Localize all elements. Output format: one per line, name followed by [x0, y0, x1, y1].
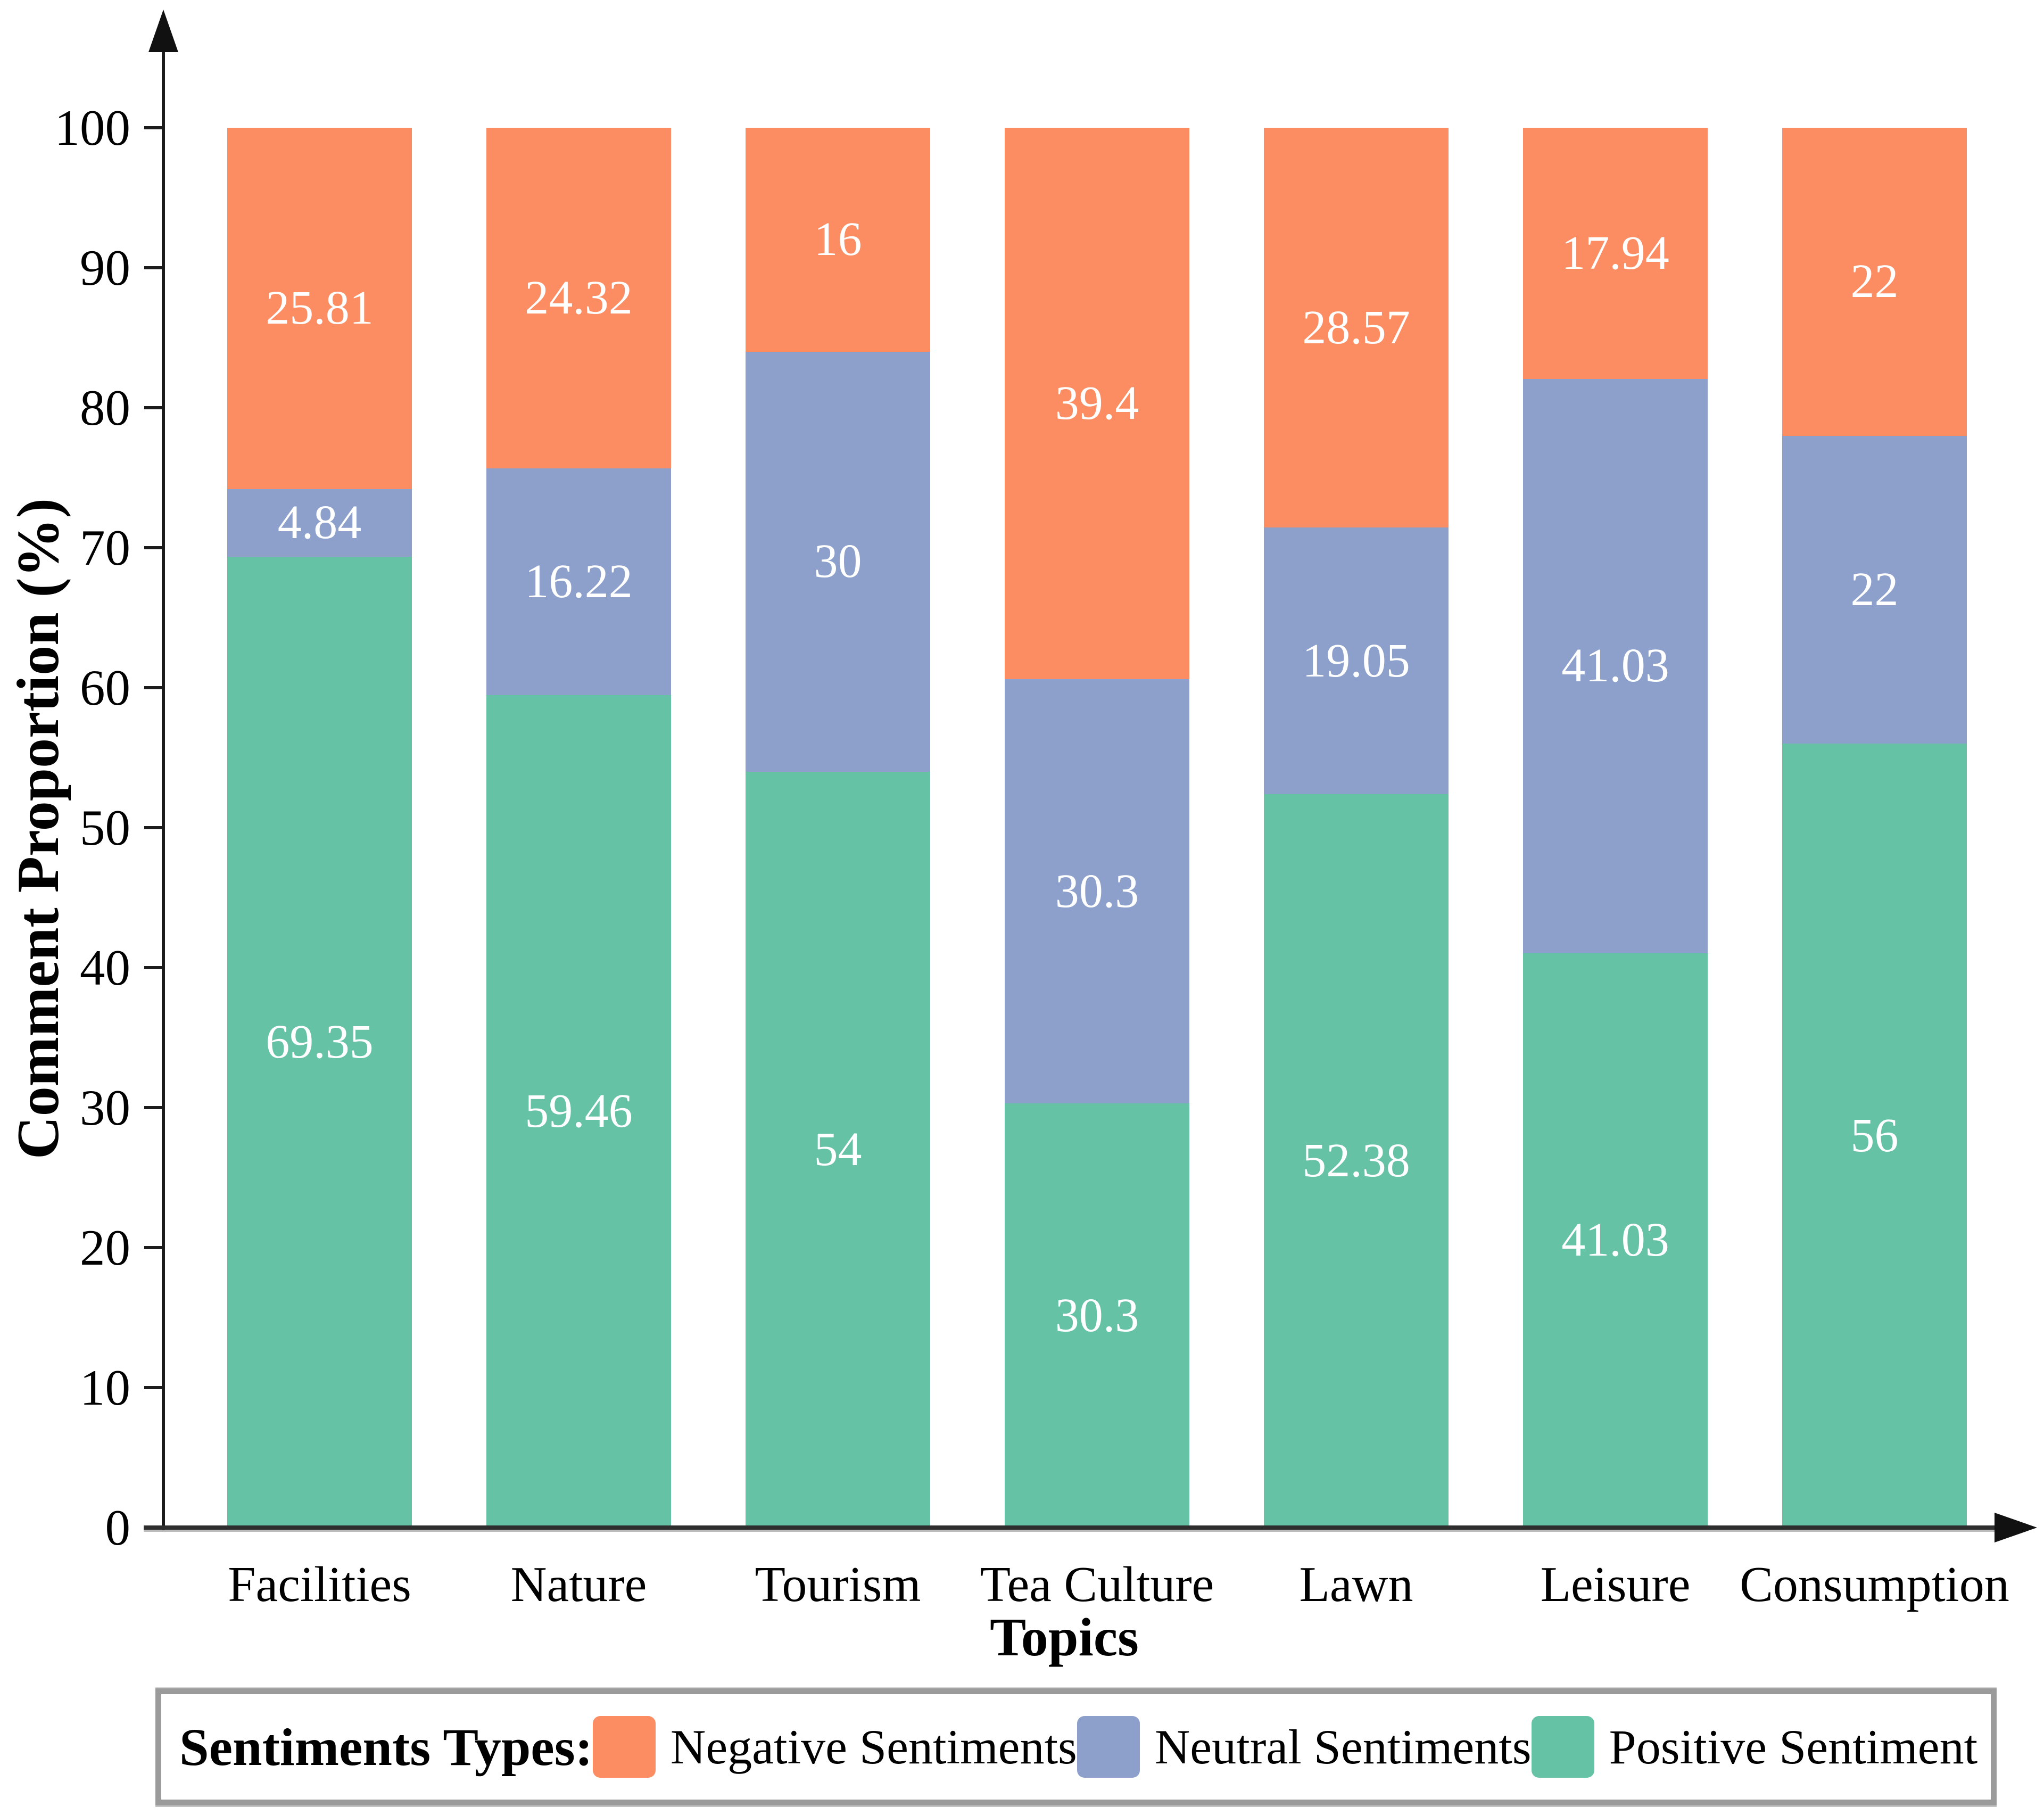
- x-axis-title: Topics: [990, 1607, 1139, 1668]
- bar-segment: 4.84: [227, 489, 412, 557]
- bar-segment: 69.35: [227, 557, 412, 1528]
- legend-content: Sentiments Types: Negative Sentiments Neu…: [161, 1694, 1991, 1800]
- bar-value-label: 30: [814, 535, 862, 588]
- x-axis-arrow-icon: [1995, 1513, 2037, 1542]
- y-tick-label: 30: [80, 1079, 130, 1136]
- y-tick-label: 0: [105, 1499, 131, 1556]
- y-tick: [144, 826, 163, 829]
- bar-value-label: 41.03: [1561, 639, 1669, 692]
- legend-title: Sentiments Types:: [179, 1717, 593, 1777]
- category-label: Facilities: [228, 1557, 411, 1612]
- y-tick-label: 80: [80, 380, 130, 436]
- y-tick: [144, 686, 163, 689]
- y-tick-label: 40: [80, 939, 130, 996]
- y-tick: [144, 966, 163, 969]
- legend-swatch: [592, 1716, 656, 1778]
- legend-swatch: [1531, 1716, 1594, 1778]
- bar-segment: 30: [746, 351, 930, 772]
- bar-value-label: 54: [814, 1123, 862, 1176]
- bar-segment: 24.32: [486, 128, 671, 468]
- y-tick: [144, 126, 163, 129]
- x-axis-line: [144, 1525, 2002, 1530]
- bar-segment: 19.05: [1264, 527, 1449, 795]
- bar-segment: 16.22: [486, 468, 671, 696]
- y-tick-label: 10: [80, 1359, 130, 1416]
- y-tick-label: 60: [80, 659, 130, 716]
- bar-value-label: 17.94: [1561, 226, 1669, 279]
- category-label: Lawn: [1299, 1557, 1413, 1612]
- legend-item: Neutral Sentiments: [1077, 1716, 1532, 1778]
- y-tick-label: 90: [80, 240, 130, 296]
- bar-value-label: 22: [1850, 563, 1899, 616]
- legend-item: Negative Sentiments: [592, 1716, 1077, 1778]
- bar-segment: 41.03: [1523, 378, 1708, 953]
- bar-segment: 28.57: [1264, 128, 1449, 528]
- bar-segment: 17.94: [1523, 128, 1708, 379]
- y-axis-line: [162, 29, 165, 1530]
- bar-segment: 52.38: [1264, 794, 1449, 1528]
- bar-segment: 59.46: [486, 695, 671, 1528]
- bar-value-label: 30.3: [1055, 864, 1139, 918]
- y-tick-label: 50: [80, 799, 130, 856]
- bar-segment: 25.81: [227, 128, 412, 489]
- y-tick-label: 70: [80, 519, 130, 576]
- bar-value-label: 56: [1850, 1109, 1899, 1162]
- bar-value-label: 22: [1850, 255, 1899, 308]
- bar-value-label: 28.57: [1302, 301, 1410, 354]
- bar-segment: 39.4: [1005, 128, 1189, 680]
- bar-segment: 54: [746, 771, 930, 1528]
- bar-segment: 22: [1782, 128, 1967, 436]
- y-tick-label: 100: [54, 100, 131, 156]
- category-label: Leisure: [1540, 1557, 1691, 1612]
- bar-segment: 30.3: [1005, 679, 1189, 1104]
- bar-value-label: 4.84: [277, 496, 362, 549]
- legend-box: Sentiments Types: Negative Sentiments Neu…: [155, 1688, 1997, 1805]
- bar-value-label: 25.81: [266, 282, 374, 335]
- bar-segment: 16: [746, 128, 930, 352]
- bar-value-label: 16.22: [525, 555, 633, 608]
- bar-value-label: 69.35: [266, 1016, 374, 1069]
- category-label: Tea Culture: [980, 1557, 1214, 1612]
- bar-value-label: 16: [814, 213, 862, 266]
- bar-segment: 56: [1782, 744, 1967, 1528]
- legend-item: Positive Sentiment: [1531, 1716, 1978, 1778]
- legend-item-label: Positive Sentiment: [1609, 1720, 1978, 1774]
- legend-swatch: [1077, 1716, 1140, 1778]
- y-tick-label: 20: [80, 1219, 130, 1276]
- bar-segment: 22: [1782, 435, 1967, 744]
- bar-segment: 30.3: [1005, 1103, 1189, 1528]
- bar-value-label: 30.3: [1055, 1289, 1139, 1342]
- bar-value-label: 39.4: [1055, 377, 1139, 430]
- bar-value-label: 24.32: [525, 271, 633, 324]
- legend-item-label: Neutral Sentiments: [1154, 1720, 1532, 1774]
- bar-segment: 41.03: [1523, 953, 1708, 1528]
- bar-value-label: 19.05: [1302, 634, 1410, 687]
- y-axis-arrow-icon: [148, 10, 178, 52]
- y-tick: [144, 266, 163, 269]
- bar-value-label: 52.38: [1302, 1134, 1410, 1187]
- y-tick: [144, 1106, 163, 1109]
- y-tick: [144, 406, 163, 409]
- y-tick: [144, 1246, 163, 1249]
- bar-value-label: 41.03: [1561, 1214, 1669, 1267]
- legend-item-label: Negative Sentiments: [670, 1720, 1077, 1774]
- y-tick: [144, 546, 163, 549]
- category-label: Consumption: [1740, 1557, 2009, 1612]
- category-label: Nature: [510, 1557, 647, 1612]
- category-label: Tourism: [755, 1557, 921, 1612]
- bar-value-label: 59.46: [525, 1085, 633, 1138]
- y-tick: [144, 1386, 163, 1389]
